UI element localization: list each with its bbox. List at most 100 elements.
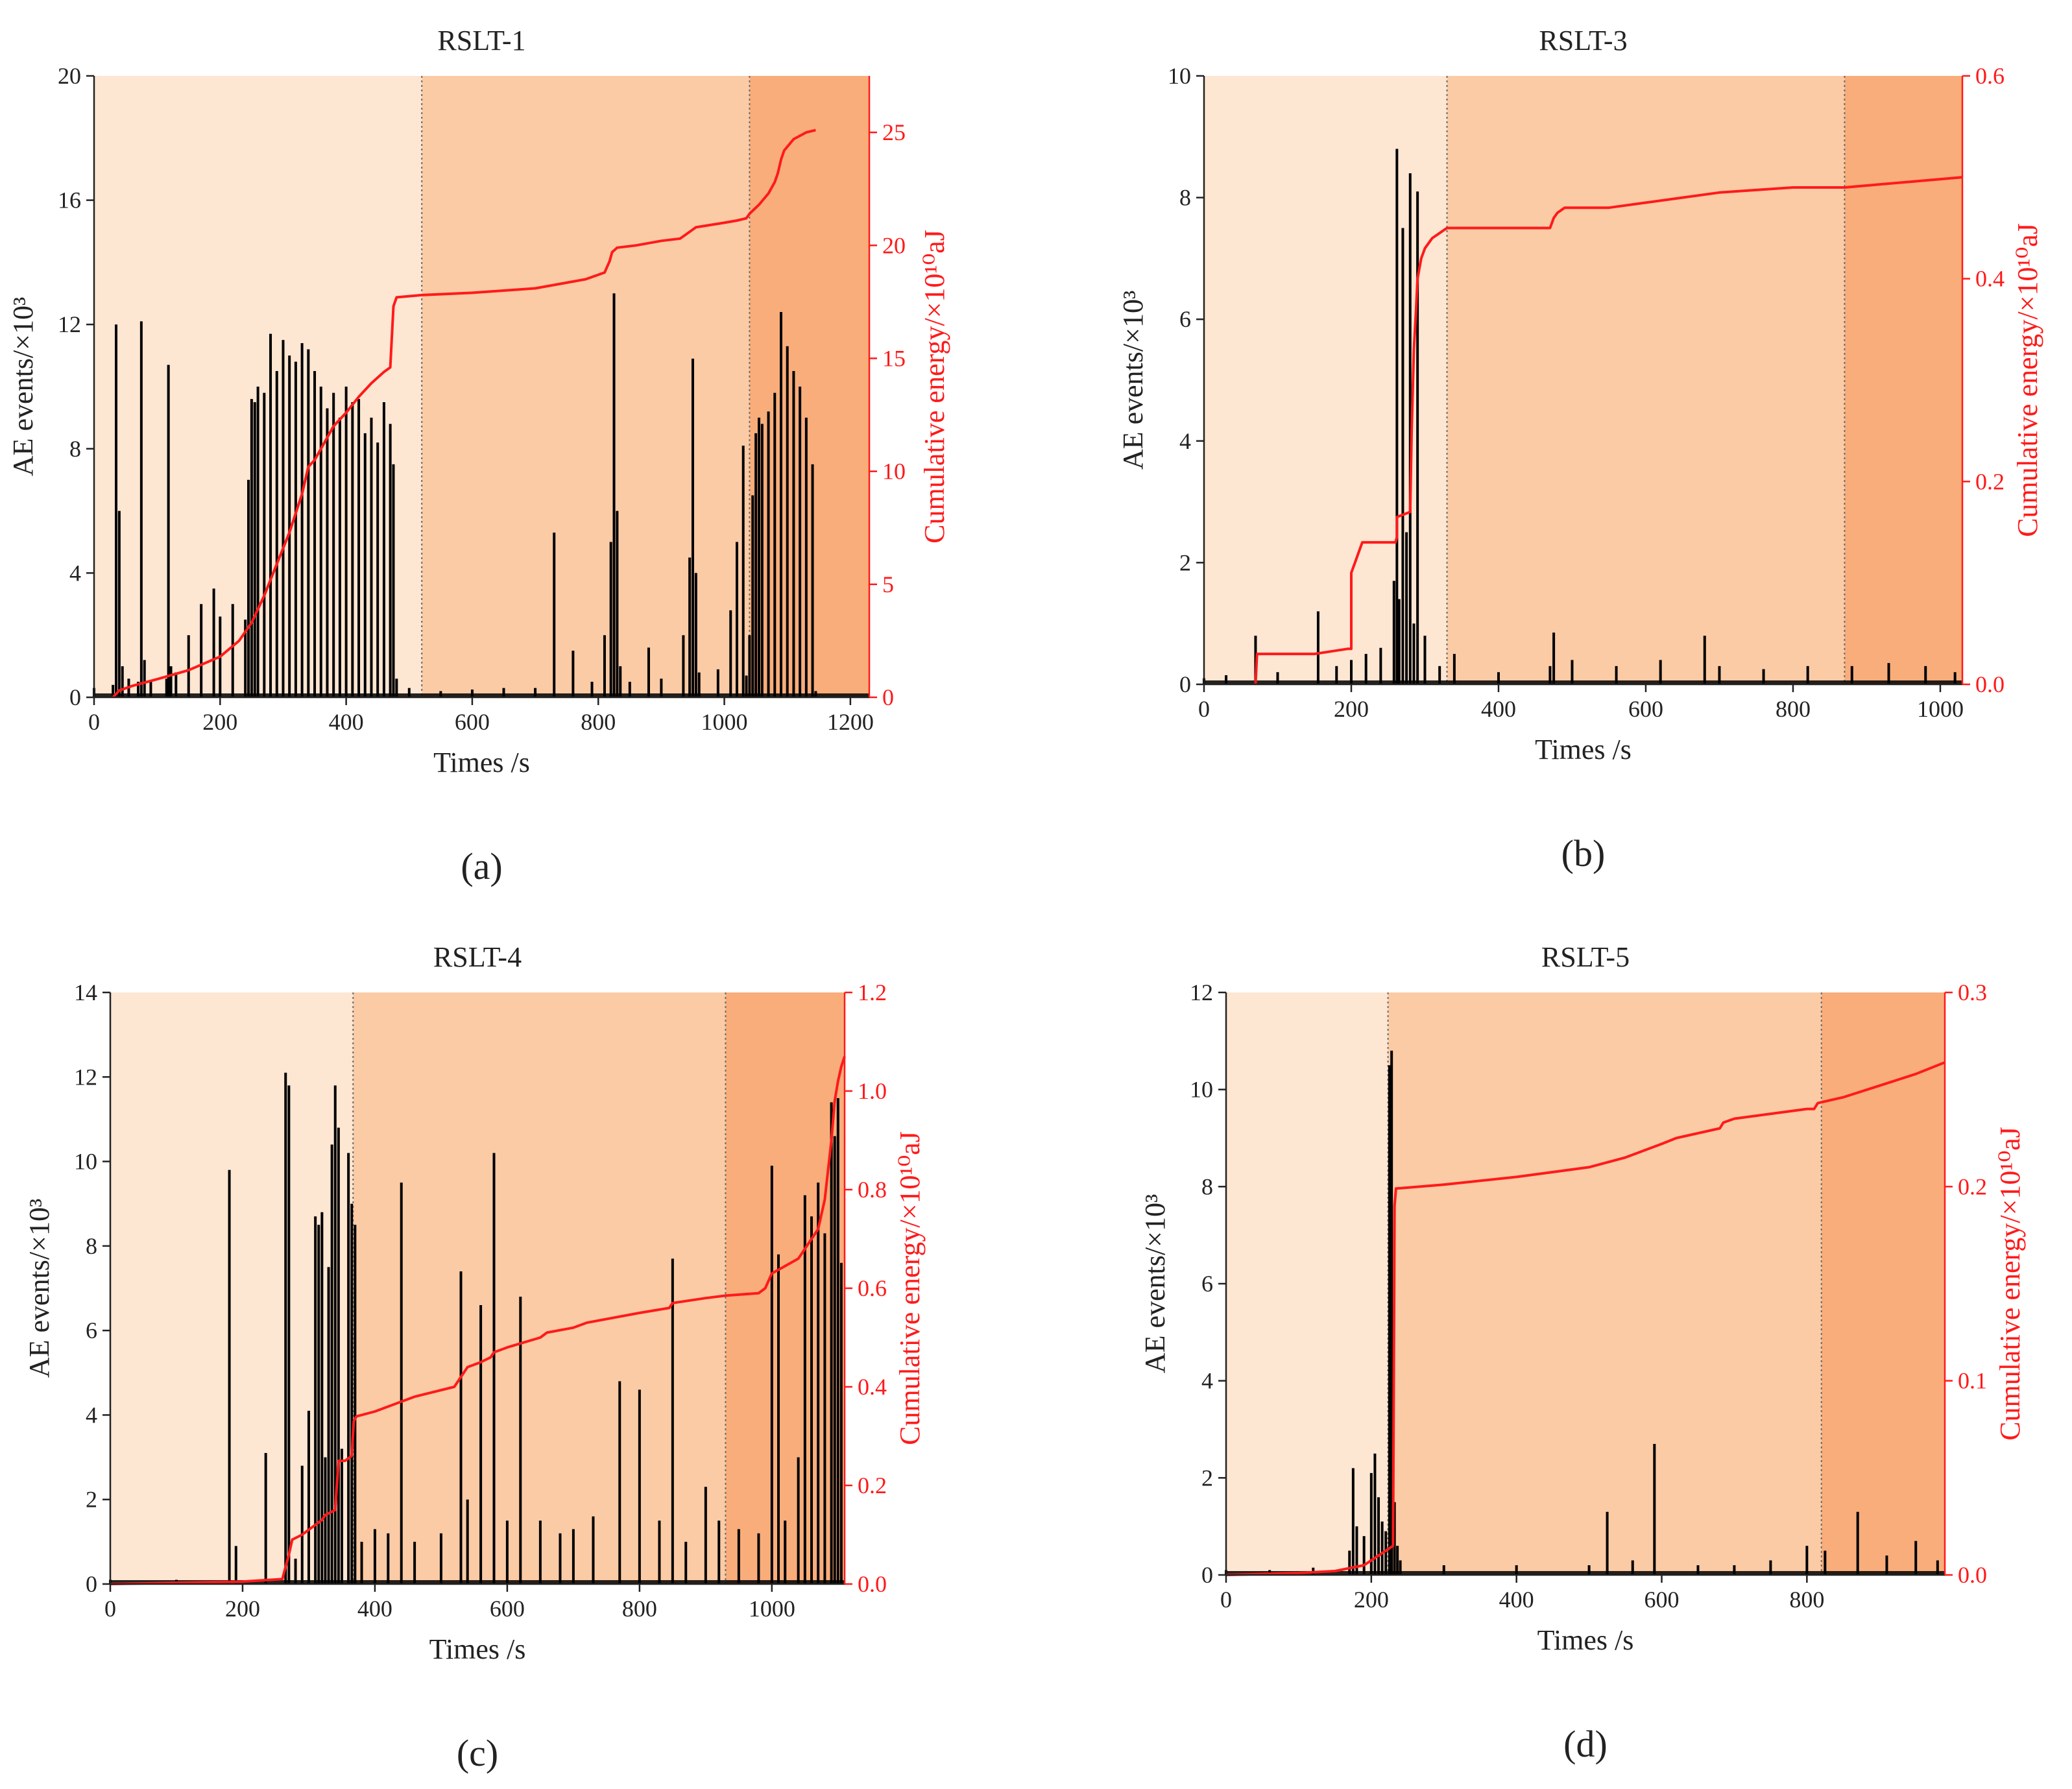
x-tick-label: 400	[357, 1596, 392, 1622]
y-right-tick-label: 0.0	[1958, 1562, 1987, 1588]
y-left-tick-label: 8	[69, 436, 81, 462]
x-tick-label: 0	[88, 709, 100, 735]
chart-title: RSLT-1	[437, 25, 525, 56]
y-left-axis-label: AE events/×10³	[1139, 1194, 1171, 1373]
y-left-tick-label: 2	[86, 1487, 97, 1513]
x-tick-label: 600	[455, 709, 490, 735]
y-left-axis-label: AE events/×10³	[7, 297, 39, 476]
ae-event-baseline	[1204, 680, 1962, 684]
y-left-tick-label: 2	[1201, 1465, 1213, 1491]
chart-title: RSLT-4	[433, 941, 522, 973]
y-left-tick-label: 4	[86, 1402, 97, 1428]
y-right-tick-label: 15	[882, 345, 906, 371]
y-left-tick-label: 0	[69, 684, 81, 710]
x-tick-label: 200	[202, 709, 237, 735]
y-right-tick-label: 0.3	[1958, 979, 1987, 1005]
x-tick-label: 600	[1644, 1587, 1680, 1613]
chart-panel-3: 0 200 400 600 800 1000 0 2 4 6 8 10 12 14 0.0 0.2 0.4 0.6…	[23, 941, 926, 1774]
y-left-tick-label: 12	[1190, 979, 1213, 1005]
cumulative-energy-line	[112, 128, 816, 699]
ae-event-baseline	[94, 693, 869, 697]
chart-panel-1: 0 200 400 600 800 1000 12000481216200510152025…	[7, 25, 950, 887]
y-right-tick-label: 0.1	[1958, 1368, 1987, 1394]
y-left-tick-label: 0	[1179, 671, 1191, 697]
y-right-tick-label: 5	[882, 571, 894, 597]
y-left-tick-label: 14	[74, 979, 97, 1005]
y-left-tick-label: 6	[1201, 1271, 1213, 1297]
x-tick-label: 400	[1481, 696, 1516, 722]
phase-2-background	[1388, 992, 1822, 1575]
x-tick-label: 800	[1789, 1587, 1824, 1613]
y-left-tick-label: 2	[1179, 549, 1191, 575]
x-tick-label: 0	[1220, 1587, 1232, 1613]
chart-title: RSLT-3	[1539, 25, 1627, 56]
y-left-tick-label: 8	[1201, 1173, 1213, 1199]
y-left-tick-label: 16	[58, 187, 81, 213]
x-tick-label: 800	[622, 1596, 657, 1622]
x-axis-label: Times /s	[433, 747, 530, 778]
y-right-axis-label: Cumulative energy/×10¹⁰aJ	[2012, 223, 2043, 537]
y-left-tick-label: 10	[74, 1149, 97, 1175]
panel-label: (b)	[1561, 832, 1606, 874]
y-right-tick-label: 0.6	[858, 1275, 887, 1301]
x-tick-label: 0	[104, 1596, 116, 1622]
x-tick-label: 800	[1776, 696, 1811, 722]
x-tick-label: 1200	[827, 709, 874, 735]
y-right-tick-label: 0.6	[1975, 63, 2005, 89]
chart-title: RSLT-5	[1541, 941, 1630, 973]
chart-panel-4: 0 200 400 600 800 0 2 4 6 8 10 12 0.0 0.1 0.2 0.3 RSLT-5…	[1139, 941, 2026, 1765]
y-right-tick-label: 10	[882, 459, 906, 485]
x-axis-label: Times /s	[1535, 734, 1632, 765]
x-tick-label: 600	[1628, 696, 1663, 722]
y-left-tick-label: 0	[1201, 1562, 1213, 1588]
y-right-axis-label: Cumulative energy/×10¹⁰aJ	[1994, 1127, 2026, 1441]
phase-2-background	[353, 992, 726, 1584]
y-left-tick-label: 8	[86, 1233, 97, 1259]
phase-2-background	[1447, 76, 1845, 684]
y-left-tick-label: 0	[86, 1571, 97, 1597]
x-tick-label: 0	[1198, 696, 1210, 722]
y-right-tick-label: 20	[882, 232, 906, 258]
y-right-tick-label: 25	[882, 119, 906, 145]
x-tick-label: 1000	[701, 709, 748, 735]
chart-panel-2: 0 200 400 600 800 1000 0 2 4 6 8 10 0.0 0.2 0.4 0.6 RSLT…	[1117, 25, 2043, 874]
x-tick-label: 1000	[749, 1596, 795, 1622]
y-right-axis-label: Cumulative energy/×10¹⁰aJ	[919, 230, 950, 544]
x-tick-label: 600	[490, 1596, 525, 1622]
panel-label: (d)	[1563, 1723, 1608, 1765]
phase-3-background	[725, 992, 845, 1584]
y-right-tick-label: 1.2	[858, 979, 887, 1005]
y-right-tick-label: 0.0	[858, 1571, 887, 1597]
y-left-tick-label: 20	[58, 63, 81, 89]
phase-1-background	[1226, 992, 1388, 1575]
y-right-axis-label: Cumulative energy/×10¹⁰aJ	[894, 1131, 926, 1445]
ae-event-baseline	[110, 1580, 845, 1584]
y-left-axis-label: AE events/×10³	[1117, 291, 1149, 470]
phase-1-background	[110, 992, 354, 1584]
y-right-tick-label: 0.2	[1958, 1173, 1987, 1199]
panel-label: (a)	[461, 845, 502, 887]
cumulative-energy-line	[1254, 176, 1963, 685]
y-left-tick-label: 12	[74, 1064, 97, 1090]
y-right-tick-label: 1.0	[858, 1078, 887, 1104]
x-tick-label: 200	[1334, 696, 1369, 722]
y-left-tick-label: 12	[58, 311, 81, 337]
panel-label: (c)	[457, 1732, 498, 1774]
y-right-tick-label: 0.0	[1975, 671, 2005, 697]
y-left-axis-label: AE events/×10³	[23, 1199, 55, 1378]
y-left-tick-label: 10	[1168, 63, 1191, 89]
y-right-tick-label: 0.8	[858, 1177, 887, 1203]
x-tick-label: 200	[1354, 1587, 1389, 1613]
y-left-tick-label: 6	[1179, 306, 1191, 332]
phase-3-background	[1844, 76, 1962, 684]
y-left-tick-label: 4	[1201, 1368, 1213, 1394]
y-left-tick-label: 10	[1190, 1077, 1213, 1103]
y-right-tick-label: 0	[882, 684, 894, 710]
y-left-tick-label: 4	[69, 560, 81, 586]
x-tick-label: 800	[581, 709, 616, 735]
x-tick-label: 400	[1499, 1587, 1534, 1613]
y-left-tick-label: 8	[1179, 185, 1191, 211]
phase-3-background	[1821, 992, 1945, 1575]
x-tick-label: 400	[329, 709, 364, 735]
x-axis-label: Times /s	[429, 1633, 526, 1665]
